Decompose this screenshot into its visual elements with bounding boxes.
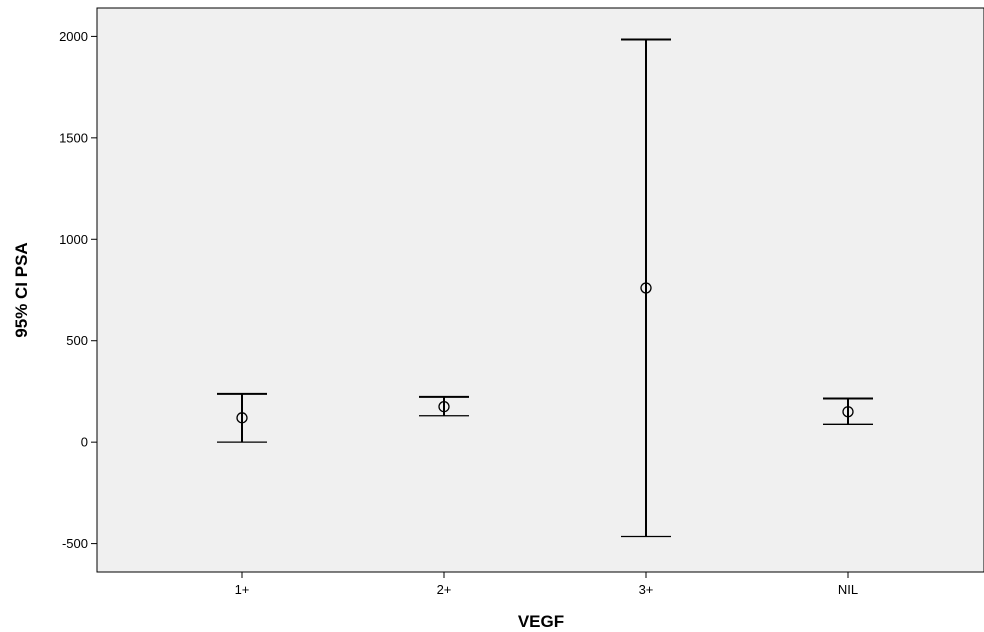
y-tick-label: 0 bbox=[81, 435, 88, 450]
mean-marker bbox=[236, 412, 248, 424]
mean-marker bbox=[438, 401, 450, 413]
y-tick-label: 1500 bbox=[59, 130, 88, 145]
y-tick-label: -500 bbox=[62, 536, 88, 551]
error-bars bbox=[217, 38, 873, 538]
y-axis: -500 0 500 1000 1500 2000 bbox=[59, 29, 97, 551]
error-bar-nil bbox=[823, 397, 873, 425]
x-tick-label: 1+ bbox=[235, 582, 250, 597]
error-bar-3plus bbox=[621, 38, 671, 538]
x-tick-label: 2+ bbox=[437, 582, 452, 597]
y-axis-title: 95% CI PSA bbox=[12, 242, 31, 337]
x-axis-title: VEGF bbox=[518, 612, 564, 631]
x-tick-label: NIL bbox=[838, 582, 858, 597]
x-tick-label: 3+ bbox=[639, 582, 654, 597]
y-tick-label: 1000 bbox=[59, 232, 88, 247]
error-bar-1plus bbox=[217, 392, 267, 443]
error-bar-2plus bbox=[419, 395, 469, 417]
plot-area bbox=[96, 7, 984, 573]
y-tick-label: 2000 bbox=[59, 29, 88, 44]
y-tick-label: 500 bbox=[66, 333, 88, 348]
mean-marker bbox=[842, 406, 854, 418]
x-axis: 1+ 2+ 3+ NIL bbox=[235, 572, 858, 597]
mean-marker bbox=[640, 282, 652, 294]
